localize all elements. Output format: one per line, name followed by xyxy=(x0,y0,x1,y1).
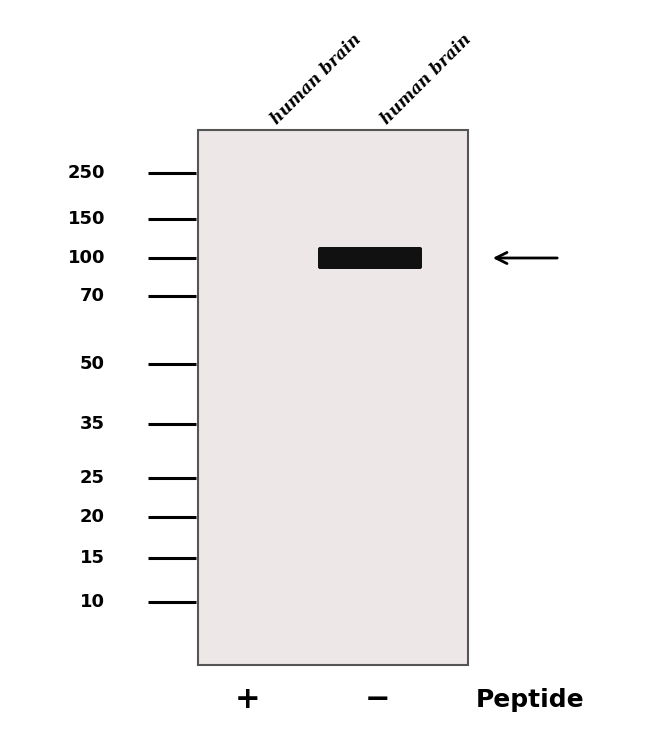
Text: 20: 20 xyxy=(80,508,105,526)
Text: 150: 150 xyxy=(68,210,105,228)
Text: 50: 50 xyxy=(80,355,105,373)
FancyBboxPatch shape xyxy=(318,247,422,269)
Bar xyxy=(198,130,468,665)
Text: 250: 250 xyxy=(68,164,105,182)
Text: human brain: human brain xyxy=(378,31,475,128)
Text: Peptide: Peptide xyxy=(476,688,584,712)
Text: 15: 15 xyxy=(80,549,105,567)
Text: 70: 70 xyxy=(80,287,105,305)
Text: −: − xyxy=(365,685,391,714)
Text: +: + xyxy=(235,685,261,714)
Text: 10: 10 xyxy=(80,593,105,611)
Text: human brain: human brain xyxy=(268,31,365,128)
Text: 25: 25 xyxy=(80,469,105,487)
Text: 100: 100 xyxy=(68,249,105,267)
Text: 35: 35 xyxy=(80,415,105,433)
